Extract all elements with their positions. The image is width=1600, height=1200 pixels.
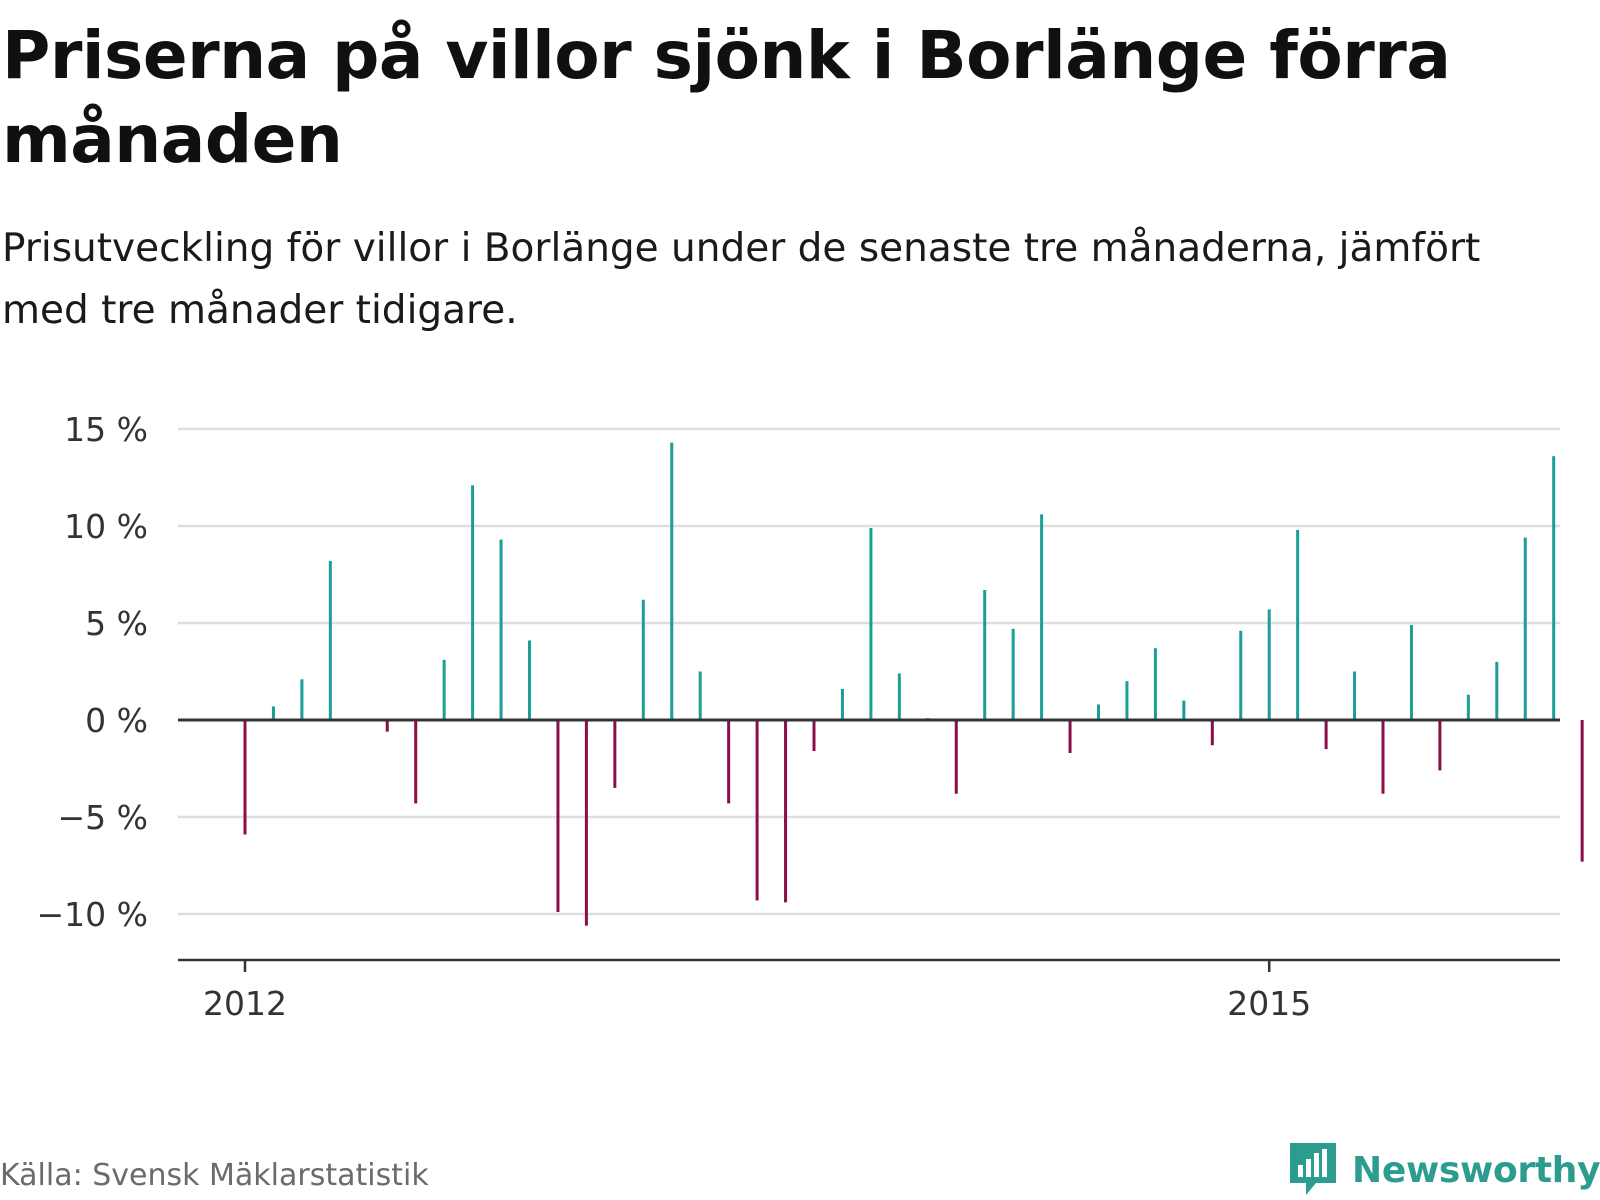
bar	[869, 527, 873, 720]
bar	[385, 720, 389, 732]
bar	[1011, 628, 1015, 720]
bar	[954, 720, 958, 794]
bar	[1552, 456, 1556, 720]
bar	[328, 560, 332, 720]
brand-logo[interactable]: Newsworthy	[1288, 1140, 1600, 1200]
bar	[1097, 704, 1100, 720]
bar	[1182, 700, 1186, 720]
bar	[243, 720, 247, 835]
bar	[1068, 720, 1072, 753]
y-tick-label: −5 %	[58, 798, 149, 837]
bar	[840, 688, 844, 720]
bar	[1324, 720, 1328, 750]
chart-subtitle: Prisutveckling för villor i Borlänge und…	[2, 226, 1481, 333]
bar	[556, 720, 560, 913]
chart-title: Priserna på villor sjönk i Borlänge förr…	[2, 17, 1451, 178]
bar-chart: 15 %10 %5 %0 %−5 %−10 % 2012201520182021…	[37, 410, 1584, 1023]
brand-name: Newsworthy	[1352, 1149, 1600, 1191]
bar	[499, 539, 503, 720]
bar	[983, 590, 987, 720]
bar	[271, 706, 275, 720]
bar	[1296, 529, 1300, 720]
bar	[1523, 537, 1527, 720]
bar	[613, 720, 617, 788]
x-tick-label: 2012	[203, 984, 287, 1023]
bar	[414, 720, 418, 804]
bar	[1040, 514, 1044, 720]
bar	[300, 679, 304, 720]
bar	[471, 485, 475, 720]
y-axis-labels: 15 % 10 % 5 % 0 % −5 % −10 %	[37, 410, 149, 934]
bar	[641, 599, 645, 720]
bar	[812, 720, 816, 752]
y-tick-label: 10 %	[64, 507, 148, 546]
bar	[1267, 609, 1271, 720]
x-axis-ticks: 20122015201820212023	[203, 960, 1311, 1023]
bar	[442, 659, 446, 720]
bar	[1153, 648, 1157, 720]
bar	[1353, 671, 1357, 720]
bar	[1125, 681, 1129, 720]
bar	[584, 720, 588, 926]
y-tick-label: 5 %	[85, 604, 148, 643]
bar	[727, 720, 731, 804]
source-credit: Källa: Svensk Mäklarstatistik	[0, 1158, 429, 1193]
y-tick-label: 15 %	[64, 410, 148, 449]
bar	[670, 442, 674, 720]
bar	[528, 640, 531, 720]
bar	[1239, 630, 1243, 720]
y-tick-label: −10 %	[37, 895, 149, 934]
gridlines	[178, 427, 1560, 916]
bar	[1381, 720, 1385, 794]
y-tick-label: 0 %	[85, 701, 148, 740]
bar	[1466, 694, 1470, 720]
bar	[1495, 661, 1499, 720]
bar	[784, 720, 788, 903]
x-tick-label: 2015	[1227, 984, 1311, 1023]
bar	[1580, 720, 1584, 862]
bar	[698, 671, 702, 720]
bar	[755, 720, 759, 901]
bar	[897, 673, 901, 720]
bar	[1438, 720, 1442, 771]
bars	[243, 442, 1584, 926]
bar	[1210, 720, 1214, 746]
bar-chart-speech-bubble-icon	[1290, 1143, 1336, 1195]
bar	[1409, 624, 1413, 720]
